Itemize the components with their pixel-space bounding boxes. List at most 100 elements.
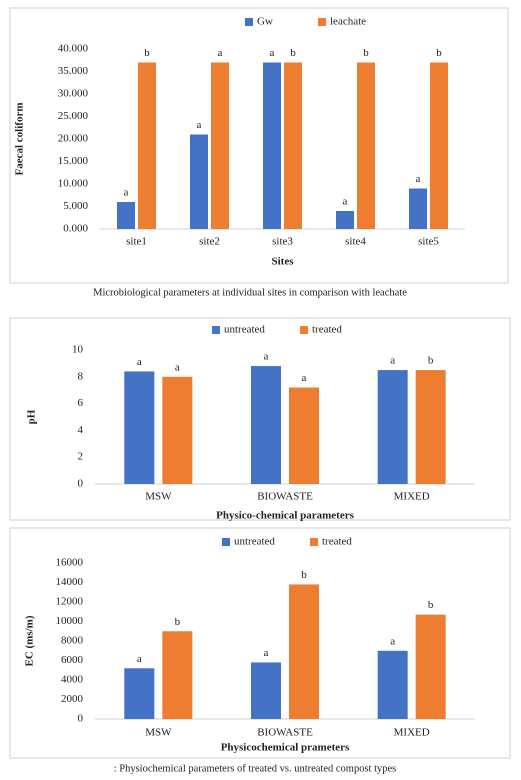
y-tick-label: 25.000: [58, 110, 89, 122]
bar: [251, 366, 281, 484]
y-tick-label: 40.000: [58, 43, 89, 55]
bar: [117, 202, 135, 229]
chart-frame: [9, 7, 509, 284]
y-axis-title: pH: [26, 409, 38, 424]
bar-label: a: [137, 653, 142, 665]
bar: [138, 62, 156, 229]
x-tick-label: BIOWASTE: [257, 727, 313, 739]
bar-label: a: [270, 47, 275, 59]
chart-frame: [9, 527, 511, 759]
y-tick-label: 5.000: [63, 200, 88, 212]
bar: [124, 371, 155, 484]
bar: [415, 370, 446, 484]
y-tick-label: 0.000: [63, 223, 88, 235]
y-tick-label: 0: [78, 478, 84, 490]
y-tick-label: 0: [78, 713, 84, 725]
y-tick-label: 15.000: [58, 155, 89, 167]
y-tick-label: 10.000: [58, 178, 89, 190]
chart-frame: [9, 317, 511, 521]
legend-label: untreated: [224, 324, 265, 336]
bar-label: a: [302, 372, 307, 384]
bar: [211, 62, 229, 229]
bar: [430, 62, 448, 229]
y-axis-title: EC (ms/m): [24, 615, 36, 666]
y-tick-label: 10: [72, 344, 84, 356]
bar-label: b: [301, 569, 307, 581]
y-tick-label: 12000: [56, 596, 84, 608]
bar-label: b: [428, 599, 434, 611]
bar: [284, 62, 302, 229]
bar: [124, 668, 155, 719]
x-tick-label: site2: [199, 236, 220, 248]
bar: [415, 614, 446, 719]
bar: [162, 376, 193, 484]
bar-label: b: [144, 47, 150, 59]
bar: [263, 62, 281, 229]
y-tick-label: 6: [78, 397, 84, 409]
legend-label: treated: [312, 324, 342, 336]
y-axis-title: Faecal coliform: [14, 103, 26, 176]
bar: [289, 584, 319, 719]
bar: [377, 370, 408, 484]
bar-label: a: [175, 361, 180, 373]
bar-label: b: [363, 47, 369, 59]
x-tick-label: BIOWASTE: [257, 491, 313, 503]
bar-label: a: [124, 187, 129, 199]
legend-swatch: [222, 538, 230, 546]
x-tick-label: MSW: [145, 727, 172, 739]
bar-label: b: [175, 616, 181, 628]
x-tick-label: site4: [345, 236, 366, 248]
bar: [336, 211, 354, 229]
legend-label: leachate: [330, 16, 366, 28]
x-tick-label: site5: [418, 236, 439, 248]
y-tick-label: 35.000: [58, 65, 89, 77]
bar-label: a: [218, 47, 223, 59]
legend-label: Gw: [257, 16, 273, 28]
x-axis-title: Physicochemical prameters: [221, 742, 350, 754]
caption: : Physiochemical parameters of treated v…: [114, 763, 397, 774]
bar-label: a: [264, 647, 269, 659]
legend-label: untreated: [234, 536, 275, 548]
y-tick-label: 4: [78, 424, 84, 436]
bar: [162, 631, 193, 719]
bar: [357, 62, 375, 229]
x-tick-label: site3: [272, 236, 293, 248]
bar: [251, 662, 281, 719]
y-tick-label: 14000: [56, 576, 84, 588]
x-tick-label: MIXED: [394, 727, 430, 739]
bar-label: a: [197, 119, 202, 131]
y-tick-label: 2000: [61, 693, 84, 705]
bar-label: a: [416, 173, 421, 185]
y-tick-label: 10000: [56, 615, 84, 627]
y-tick-label: 8: [78, 370, 84, 382]
caption: Microbiological parameters at individual…: [93, 287, 407, 298]
bar-label: a: [390, 355, 395, 367]
y-tick-label: 20.000: [58, 133, 89, 145]
x-tick-label: MIXED: [394, 491, 430, 503]
x-tick-label: site1: [126, 236, 147, 248]
bar-label: b: [290, 47, 296, 59]
x-axis-title: Physico-chemical parameters: [216, 510, 354, 522]
y-tick-label: 16000: [56, 557, 84, 569]
bar: [409, 188, 427, 229]
bar-label: a: [137, 356, 142, 368]
legend-swatch: [318, 18, 326, 26]
y-tick-label: 4000: [61, 674, 84, 686]
legend-swatch: [212, 326, 220, 334]
bar-label: b: [428, 355, 434, 367]
x-tick-label: MSW: [145, 491, 172, 503]
bar: [377, 650, 408, 719]
y-tick-label: 8000: [61, 635, 84, 647]
legend-label: treated: [322, 536, 352, 548]
legend-swatch: [245, 18, 253, 26]
bar-label: a: [343, 196, 348, 208]
y-tick-label: 2: [78, 451, 84, 463]
bar-label: a: [390, 635, 395, 647]
y-tick-label: 30.000: [58, 88, 89, 100]
legend-swatch: [310, 538, 318, 546]
bar: [190, 134, 208, 229]
bar-label: a: [264, 351, 269, 363]
x-axis-title: Sites: [272, 256, 295, 268]
bar: [289, 387, 319, 484]
